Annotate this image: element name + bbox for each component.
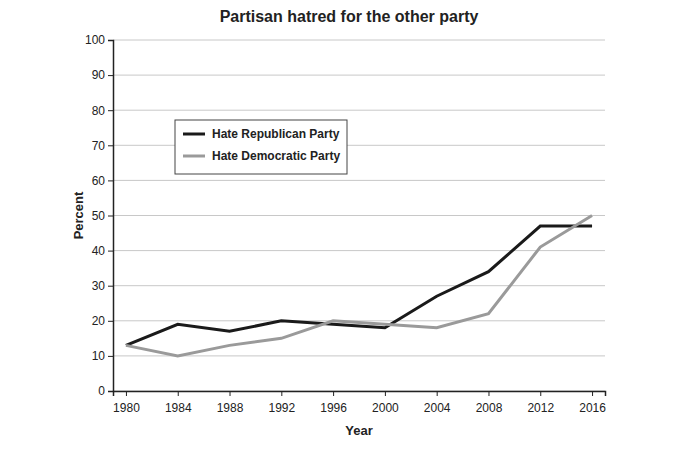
y-tick: 60 <box>92 174 113 188</box>
x-tick: 2012 <box>527 391 554 415</box>
y-tick: 50 <box>92 209 113 223</box>
x-axis: 1980 1984 1988 1992 1996 2000 2004 2008 2012 2016 <box>113 391 606 415</box>
x-tick-mark <box>592 391 593 396</box>
y-tick: 30 <box>92 279 113 293</box>
legend-box <box>175 120 347 174</box>
y-axis-line <box>108 41 114 392</box>
x-tick-label: 1984 <box>165 401 192 415</box>
y-tick-label: 0 <box>98 384 105 398</box>
x-tick-label: 2000 <box>372 401 399 415</box>
x-tick-label: 1996 <box>320 401 347 415</box>
grid <box>113 40 605 391</box>
x-tick-mark <box>437 391 438 396</box>
y-tick-mark <box>108 356 113 357</box>
y-tick: 80 <box>92 104 113 118</box>
x-tick-label: 1992 <box>268 401 295 415</box>
x-tick-mark <box>178 391 179 396</box>
y-tick: 10 <box>92 349 113 363</box>
y-axis: 0 10 20 30 40 50 60 70 80 90 100 <box>85 33 114 398</box>
plot-area <box>126 216 592 356</box>
x-tick-mark <box>333 391 334 396</box>
grid-line <box>113 215 605 216</box>
y-tick-label: 20 <box>92 314 106 328</box>
y-tick-label: 80 <box>92 104 106 118</box>
x-tick: 1984 <box>165 391 192 415</box>
x-tick-label: 1988 <box>217 401 244 415</box>
y-tick-label: 100 <box>85 33 105 47</box>
x-tick: 2000 <box>372 391 399 415</box>
legend: Hate Republican Party Hate Democratic Par… <box>175 120 347 174</box>
grid-line <box>113 75 605 76</box>
chart: Partisan hatred for the other party 0 10 20… <box>0 0 700 464</box>
y-tick-mark <box>108 216 113 217</box>
y-tick-label: 70 <box>92 139 106 153</box>
x-tick: 1980 <box>113 391 140 415</box>
legend-label: Hate Republican Party <box>212 127 340 141</box>
x-tick-label: 2008 <box>476 401 503 415</box>
y-tick-label: 40 <box>92 244 106 258</box>
x-tick: 2008 <box>476 391 503 415</box>
y-tick-label: 60 <box>92 174 106 188</box>
x-tick-label: 2016 <box>579 401 606 415</box>
title: Partisan hatred for the other party <box>220 8 479 25</box>
x-tick-mark <box>488 391 489 396</box>
series-line <box>126 226 592 345</box>
grid-line <box>113 40 605 41</box>
y-tick-mark <box>108 145 113 146</box>
y-tick-mark <box>108 180 113 181</box>
grid-line <box>113 285 605 286</box>
y-tick: 20 <box>92 314 113 328</box>
y-tick-mark <box>108 321 113 322</box>
x-axis-line <box>114 392 606 397</box>
x-tick-label: 1980 <box>113 401 140 415</box>
x-axis-title: Year <box>345 423 372 438</box>
x-tick-mark <box>230 391 231 396</box>
y-tick-label: 30 <box>92 279 106 293</box>
series-line <box>126 216 592 356</box>
grid-line <box>113 250 605 251</box>
x-tick: 1992 <box>268 391 295 415</box>
legend-swatch <box>183 133 205 136</box>
y-tick-label: 50 <box>92 209 106 223</box>
y-tick-mark <box>108 110 113 111</box>
x-tick: 1988 <box>217 391 244 415</box>
x-tick-mark <box>126 391 127 396</box>
legend-swatch <box>183 155 205 158</box>
x-tick-label: 2012 <box>527 401 554 415</box>
y-tick-label: 90 <box>92 68 106 82</box>
x-tick-mark <box>385 391 386 396</box>
x-tick-mark <box>540 391 541 396</box>
y-tick: 0 <box>98 384 113 398</box>
y-tick-mark <box>108 286 113 287</box>
x-tick: 2016 <box>579 391 606 415</box>
y-tick-label: 10 <box>92 349 106 363</box>
y-tick: 40 <box>92 244 113 258</box>
y-axis-title: Percent <box>71 191 86 239</box>
legend-label: Hate Democratic Party <box>212 149 340 163</box>
x-tick: 1996 <box>320 391 347 415</box>
y-tick: 70 <box>92 139 113 153</box>
y-tick-mark <box>108 391 113 392</box>
y-tick-mark <box>108 40 113 41</box>
y-tick: 90 <box>92 68 113 82</box>
x-tick: 2004 <box>424 391 451 415</box>
grid-line <box>113 180 605 181</box>
x-tick-label: 2004 <box>424 401 451 415</box>
y-tick: 100 <box>85 33 113 47</box>
y-tick-mark <box>108 251 113 252</box>
y-tick-mark <box>108 75 113 76</box>
x-tick-mark <box>281 391 282 396</box>
grid-line <box>113 110 605 111</box>
